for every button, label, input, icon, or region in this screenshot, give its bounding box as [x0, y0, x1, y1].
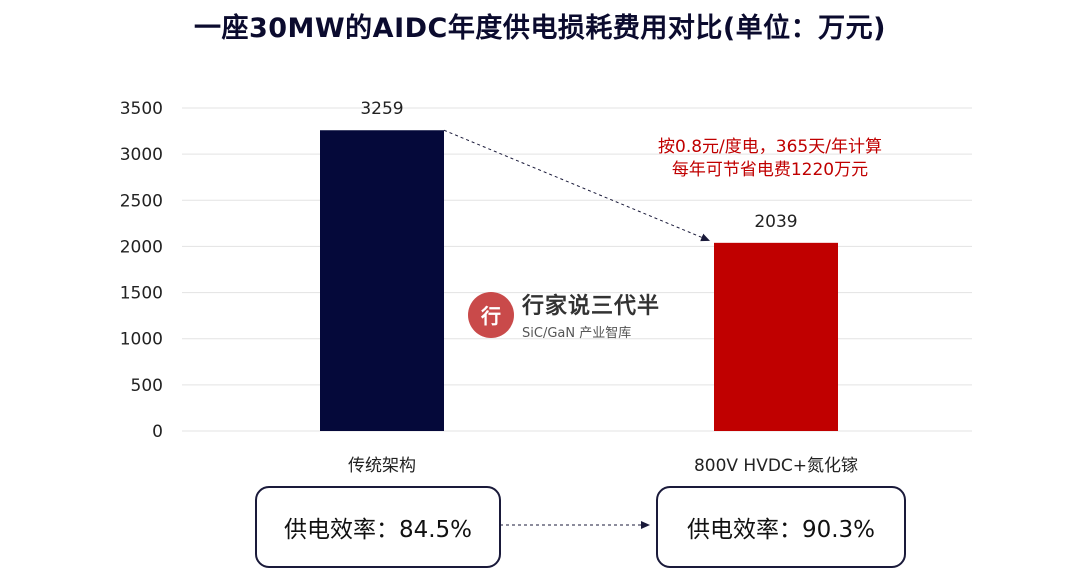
watermark-name: 行家说三代半: [522, 294, 661, 319]
data-label: 3259: [360, 99, 403, 119]
y-tick-label: 1500: [120, 284, 163, 304]
y-tick-label: 1000: [120, 330, 163, 350]
trend-arrow: [443, 129, 711, 242]
y-tick-label: 500: [131, 376, 163, 396]
y-tick-label: 3000: [120, 145, 163, 165]
x-tick-label: 800V HVDC+氮化镓: [694, 456, 858, 476]
efficiency-box-hvdc: 供电效率：90.3%: [656, 486, 906, 568]
watermark: 行 行家说三代半 SiC/GaN 产业智库: [468, 288, 660, 341]
efficiency-box-traditional: 供电效率：84.5%: [255, 486, 501, 568]
annotation-line-1: 按0.8元/度电，365天/年计算: [658, 137, 882, 157]
y-tick-label: 0: [152, 422, 163, 442]
y-tick-label: 3500: [120, 99, 163, 119]
efficiency-label-traditional: 供电效率：84.5%: [283, 517, 473, 543]
bar: [320, 130, 444, 432]
chart-title: 一座30MW的AIDC年度供电损耗费用对比(单位：万元): [193, 13, 887, 44]
watermark-subtitle: SiC/GaN 产业智库: [522, 326, 632, 341]
y-tick-label: 2500: [120, 191, 163, 211]
data-label: 2039: [754, 212, 797, 232]
watermark-logo-icon: 行: [468, 291, 514, 338]
savings-annotation: 按0.8元/度电，365天/年计算 每年可节省电费1220万元: [620, 136, 920, 182]
x-tick-label: 传统架构: [348, 456, 416, 476]
bar: [714, 242, 838, 431]
y-tick-label: 2000: [120, 237, 163, 257]
efficiency-label-hvdc: 供电效率：90.3%: [686, 517, 876, 543]
annotation-line-2: 每年可节省电费1220万元: [671, 160, 869, 180]
